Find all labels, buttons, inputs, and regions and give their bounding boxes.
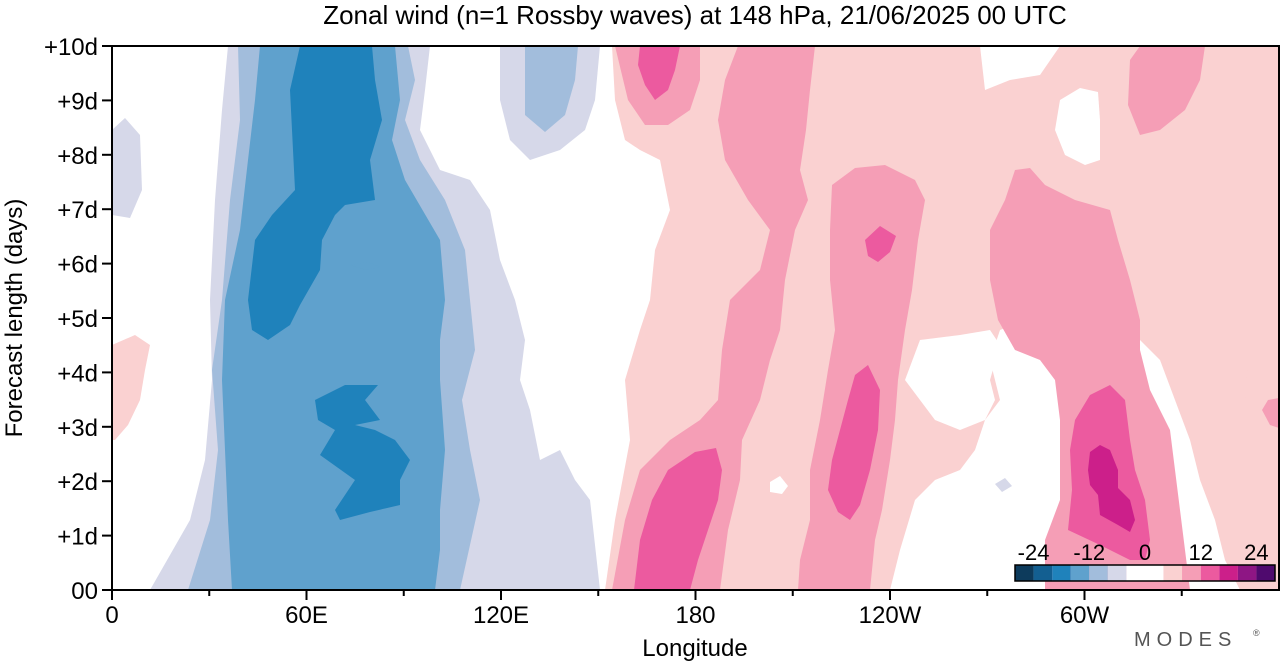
colorbar-frame <box>1014 564 1276 582</box>
colorbar-swatch <box>1052 565 1071 581</box>
y-tick-label: +10d <box>44 34 98 61</box>
colorbar-swatch <box>1089 565 1108 581</box>
x-tick-label: 60E <box>285 602 328 629</box>
colorbar-swatch <box>1163 565 1183 581</box>
registered-mark: ® <box>1253 628 1260 638</box>
x-tick-label: 180 <box>675 602 715 629</box>
y-tick-label: +9d <box>57 88 98 115</box>
contour-pink-level-3 <box>634 448 722 590</box>
colorbar-swatch <box>1200 565 1220 581</box>
contour-pink-level-3b <box>638 46 680 100</box>
y-tick-label: +3d <box>57 415 98 442</box>
colorbar-tick-label: 12 <box>1188 540 1212 565</box>
colorbar-swatch <box>1219 565 1238 581</box>
colorbar-swatch <box>1015 565 1034 581</box>
modes-logo-text: MODES <box>1134 629 1237 651</box>
contour-pink-gap2 <box>770 476 788 494</box>
x-tick-label: 120W <box>859 602 922 629</box>
y-tick-label: +8d <box>57 143 98 170</box>
colorbar-swatch <box>1126 565 1145 581</box>
y-axis: 00 +1d +2d +3d +4d +5d +6d +7d +8d +9d +10d <box>44 34 112 605</box>
contour-pink-level-2 <box>612 46 815 590</box>
contour-pink-level-2f <box>1262 398 1279 428</box>
colorbar-swatch <box>1256 565 1275 581</box>
x-axis-label: Longitude <box>642 635 747 662</box>
contour-pink-gap <box>905 330 1000 430</box>
x-tick-label: 60W <box>1060 602 1110 629</box>
y-tick-label: +1d <box>57 524 98 551</box>
contour-pink-level-1b <box>112 335 150 440</box>
contour-pink-level-4 <box>1088 445 1135 532</box>
y-tick-label: +6d <box>57 252 98 279</box>
colorbar-swatch <box>1070 565 1090 581</box>
y-tick-label: +7d <box>57 197 98 224</box>
y-tick-label: 00 <box>71 578 98 605</box>
contour-blue-level-4c <box>350 262 380 270</box>
colorbar-tick-label: -12 <box>1073 540 1105 565</box>
contour-fills <box>112 46 1279 590</box>
colorbar-tick-label: -24 <box>1018 540 1050 565</box>
contour-pink-hole-1 <box>1055 88 1100 165</box>
contour-pink-level-2e <box>1128 46 1205 135</box>
colorbar-swatch <box>1033 565 1053 581</box>
y-axis-label: Forecast length (days) <box>1 199 28 438</box>
y-tick-label: +2d <box>57 469 98 496</box>
colorbar-swatch <box>1107 565 1127 581</box>
y-tick-label: +4d <box>57 360 98 387</box>
contour-pink-level-3c <box>828 365 880 520</box>
colorbar-swatch <box>1237 565 1257 581</box>
colorbar-tick-label: 24 <box>1244 540 1268 565</box>
contour-pink-level-3d <box>865 226 896 262</box>
contour-blue-level-1c <box>112 118 142 218</box>
x-tick-label: 0 <box>105 602 118 629</box>
colorbar-swatch <box>1145 565 1164 581</box>
colorbar-labels: -24 -12 0 12 24 <box>1018 540 1269 565</box>
contour-pink-level-2d <box>990 168 1190 590</box>
contour-blue-level-4b <box>315 385 410 520</box>
contour-blue-level-2b <box>525 46 578 132</box>
colorbar-swatch <box>1182 565 1201 581</box>
contour-blue-level-4 <box>248 46 382 340</box>
x-tick-label: 120E <box>473 602 529 629</box>
x-axis: 0 60E 120E 180 120W 60W <box>105 590 1183 629</box>
contour-blue-level-1d <box>995 478 1012 492</box>
colorbar-tick-label: 0 <box>1139 540 1151 565</box>
chart-title: Zonal wind (n=1 Rossby waves) at 148 hPa… <box>323 0 1067 30</box>
modes-logo: MODES ® <box>1134 628 1260 651</box>
y-tick-label: +5d <box>57 306 98 333</box>
colorbar <box>1014 564 1276 582</box>
